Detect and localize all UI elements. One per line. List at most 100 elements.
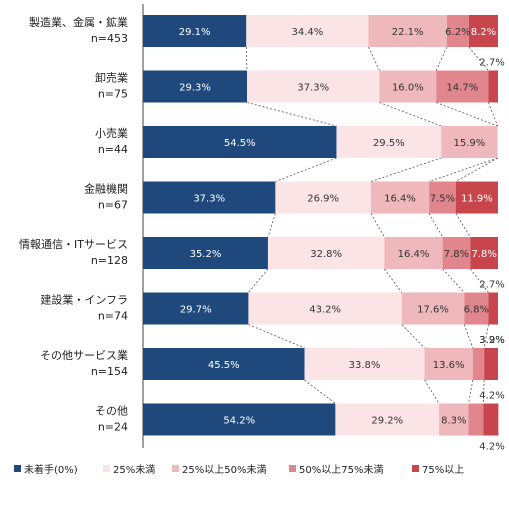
data-label: 6.2% bbox=[445, 27, 470, 38]
connector-line bbox=[368, 46, 380, 71]
category-label: 小売業 bbox=[95, 127, 128, 140]
connector-line bbox=[304, 379, 336, 404]
legend-label: 75%以上 bbox=[422, 464, 464, 476]
category-n-label: n=453 bbox=[91, 32, 128, 45]
category-n-label: n=67 bbox=[98, 199, 128, 212]
data-label: 33.8% bbox=[349, 360, 381, 371]
data-label: 16.0% bbox=[392, 83, 424, 94]
category-n-label: n=74 bbox=[98, 310, 128, 323]
data-label: 8.2% bbox=[471, 27, 496, 38]
legend-label: 25%以上50%未満 bbox=[182, 464, 266, 476]
data-label: 26.9% bbox=[307, 194, 339, 205]
data-label: 7.5% bbox=[430, 194, 455, 205]
data-label: 35.2% bbox=[190, 249, 222, 260]
bar-segment bbox=[468, 403, 484, 436]
data-label: 4.2% bbox=[479, 391, 504, 402]
connector-line bbox=[469, 268, 489, 293]
legend-swatch bbox=[14, 465, 21, 472]
bar-segment bbox=[488, 292, 498, 325]
data-label: 3.9% bbox=[479, 335, 504, 346]
bar-segment bbox=[472, 348, 485, 380]
connector-line bbox=[245, 46, 248, 71]
bar-segment bbox=[143, 70, 248, 103]
data-label: 29.1% bbox=[179, 27, 211, 38]
data-label: 7.8% bbox=[444, 249, 469, 260]
data-label: 29.2% bbox=[371, 416, 403, 427]
legend-swatch bbox=[103, 465, 110, 472]
connector-lines bbox=[245, 46, 499, 404]
bar-segment bbox=[143, 15, 247, 47]
connector-line bbox=[384, 268, 403, 293]
data-label: 6.8% bbox=[464, 305, 489, 316]
bar-segment bbox=[429, 181, 456, 214]
bar-segment bbox=[484, 348, 498, 380]
data-label: 7.8% bbox=[471, 249, 496, 260]
data-label: 54.2% bbox=[223, 416, 255, 427]
data-label-group: 29.1% 34.4% 22.1% 6.2% 8.2% 29.3% 37.3% 16.0% 14… bbox=[179, 27, 505, 453]
bar-segment bbox=[143, 181, 276, 214]
bar-segment bbox=[246, 15, 369, 47]
bar-segment bbox=[304, 348, 425, 380]
bar-segment bbox=[248, 292, 402, 325]
data-label: 16.4% bbox=[398, 249, 430, 260]
data-label: 17.6% bbox=[417, 305, 449, 316]
connector-line bbox=[275, 157, 337, 182]
connector-line bbox=[436, 102, 498, 127]
category-label: 情報通信・ITサービス bbox=[19, 238, 128, 251]
connector-line bbox=[248, 268, 269, 293]
bar-segment bbox=[368, 15, 447, 47]
bar-segment bbox=[441, 126, 498, 158]
data-label: 43.2% bbox=[309, 305, 341, 316]
data-label: 3.2% bbox=[479, 335, 504, 346]
connector-line bbox=[370, 213, 385, 238]
data-label: 37.3% bbox=[297, 83, 329, 94]
data-label: 32.8% bbox=[310, 249, 342, 260]
legend-label: 25%未満 bbox=[113, 464, 155, 476]
data-label: 29.5% bbox=[373, 138, 405, 149]
connector-line bbox=[468, 379, 474, 404]
bar-segment bbox=[442, 237, 471, 269]
connector-line bbox=[246, 102, 337, 127]
bar-segment bbox=[401, 292, 465, 325]
bar-segment bbox=[379, 70, 437, 103]
bar-segment bbox=[470, 237, 498, 269]
connector-line bbox=[429, 157, 498, 182]
connector-line bbox=[442, 268, 465, 293]
category-label: 製造業、金属・鉱業 bbox=[29, 15, 128, 29]
connector-line bbox=[468, 46, 489, 71]
category-label-group: 製造業、金属・鉱業 n=453 卸売業 n=75 小売業 n=44 金融機関 n=67 情報通信… bbox=[19, 15, 128, 434]
data-label: 2.7% bbox=[479, 58, 504, 69]
bar-segment bbox=[335, 403, 440, 436]
connector-line bbox=[455, 213, 471, 238]
legend-swatch bbox=[412, 465, 419, 472]
legend-label: 未着手(0%) bbox=[24, 463, 78, 476]
bar-segment bbox=[275, 181, 371, 214]
connector-line bbox=[401, 324, 425, 349]
category-label: 卸売業 bbox=[95, 71, 128, 85]
category-label: 金融機関 bbox=[84, 182, 128, 196]
connector-line bbox=[267, 213, 276, 238]
bar-segment bbox=[424, 348, 473, 380]
connector-line bbox=[424, 379, 440, 404]
category-label: 建設業・インフラ bbox=[40, 293, 128, 307]
data-label: 8.3% bbox=[441, 416, 466, 427]
connector-line bbox=[463, 324, 474, 349]
bar-segment bbox=[439, 403, 469, 436]
category-n-label: n=154 bbox=[91, 365, 128, 378]
data-label: 15.9% bbox=[454, 138, 486, 149]
category-n-label: n=128 bbox=[91, 254, 128, 267]
data-label: 45.5% bbox=[208, 360, 240, 371]
bar-segment bbox=[446, 15, 469, 47]
connector-line bbox=[379, 102, 442, 127]
data-label: 37.3% bbox=[193, 194, 225, 205]
legend-swatch bbox=[289, 465, 296, 472]
category-n-label: n=24 bbox=[98, 421, 128, 434]
data-label: 11.9% bbox=[461, 194, 493, 205]
connector-line bbox=[248, 324, 305, 349]
bar-segment bbox=[143, 237, 268, 269]
data-label: 2.7% bbox=[479, 280, 504, 291]
data-label: 13.6% bbox=[433, 360, 465, 371]
bar-segment bbox=[464, 292, 489, 325]
bar-segment bbox=[436, 70, 489, 103]
